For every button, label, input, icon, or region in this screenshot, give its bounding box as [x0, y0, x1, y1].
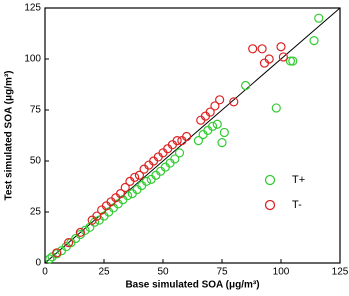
- point: [278, 52, 288, 62]
- point: [193, 136, 203, 146]
- y-tick-label: 50: [30, 156, 42, 167]
- x-tick-label: 75: [216, 267, 228, 278]
- point: [45, 254, 55, 264]
- x-tick-label: 50: [157, 267, 169, 278]
- point: [80, 225, 90, 235]
- point: [75, 227, 86, 237]
- y-tick-label: 75: [30, 105, 42, 116]
- point: [174, 148, 185, 158]
- point: [130, 172, 140, 182]
- legend-label: T+: [292, 174, 305, 186]
- point: [172, 136, 182, 146]
- point: [271, 103, 281, 113]
- point: [115, 189, 126, 199]
- x-axis-title: Base simulated SOA (μg/m³): [125, 280, 259, 291]
- one-to-one-line: [44, 7, 341, 264]
- point: [63, 238, 74, 248]
- point: [210, 101, 220, 111]
- x-tick-label: 100: [273, 267, 290, 278]
- plot-frame: [44, 7, 341, 264]
- point: [241, 80, 251, 91]
- point: [215, 95, 225, 105]
- point: [52, 248, 62, 258]
- point: [182, 131, 192, 142]
- point: [309, 36, 319, 46]
- point: [141, 176, 152, 186]
- point: [264, 54, 274, 64]
- point: [205, 107, 215, 117]
- point: [170, 154, 180, 164]
- y-tick-label: 0: [35, 258, 41, 269]
- point: [276, 42, 286, 52]
- point: [288, 56, 298, 66]
- point: [257, 44, 267, 54]
- point: [212, 119, 222, 129]
- point: [89, 217, 100, 227]
- x-tick-label: 0: [42, 267, 48, 278]
- point: [229, 97, 239, 107]
- legend-label: T-: [292, 199, 302, 211]
- legend-marker: [264, 174, 276, 186]
- point: [314, 13, 324, 23]
- point: [217, 138, 227, 148]
- x-tick-label: 25: [98, 267, 110, 278]
- y-tick-label: 100: [24, 54, 41, 65]
- legend-marker: [264, 199, 276, 211]
- y-axis-title: Test simulated SOA (μg/m³): [4, 70, 15, 200]
- point: [92, 211, 102, 221]
- point: [219, 127, 229, 138]
- y-tick-label: 125: [24, 3, 41, 14]
- point: [120, 182, 130, 193]
- point: [248, 44, 258, 54]
- point: [207, 121, 218, 131]
- point: [285, 56, 296, 66]
- point: [134, 170, 144, 180]
- y-tick-label: 25: [30, 207, 42, 218]
- x-tick-label: 125: [332, 267, 349, 278]
